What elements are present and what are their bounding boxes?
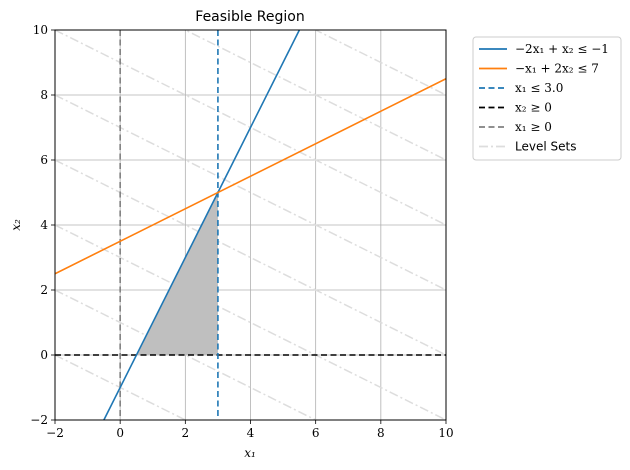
x-tick-label: 0 — [116, 426, 124, 440]
axis-ticks: −2 0 2 4 6 8 10 −2 0 2 4 6 8 10 — [30, 23, 453, 440]
y-axis-label: x₂ — [9, 219, 23, 231]
y-tick-label: 0 — [40, 348, 48, 362]
y-tick-label: 8 — [40, 88, 48, 102]
grid — [54, 29, 447, 421]
x-tick-label: 10 — [438, 426, 453, 440]
level-set-line — [183, 30, 446, 161]
legend-label: −2x₁ + x₂ ≤ −1 — [515, 42, 609, 56]
y-tick-label: 10 — [33, 23, 48, 37]
level-set-line — [55, 224, 446, 420]
y-tick-label: −2 — [30, 413, 48, 427]
legend-label: x₁ ≥ 0 — [515, 120, 552, 134]
x-axis-label: x₁ — [244, 446, 256, 460]
constraint-line — [103, 30, 301, 420]
legend: −2x₁ + x₂ ≤ −1 −x₁ + 2x₂ ≤ 7 x₁ ≤ 3.0 x₂ ≥ … — [472, 36, 622, 161]
level-set-line — [55, 289, 318, 420]
x-tick-label: −2 — [46, 426, 64, 440]
legend-box — [472, 36, 622, 161]
x-tick-label: 4 — [247, 426, 255, 440]
chart-title: Feasible Region — [195, 9, 304, 25]
y-tick-label: 6 — [40, 153, 48, 167]
x-tick-label: 8 — [377, 426, 385, 440]
legend-label: x₂ ≥ 0 — [515, 101, 552, 115]
x-tick-label: 6 — [312, 426, 320, 440]
legend-label: −x₁ + 2x₂ ≤ 7 — [515, 62, 599, 76]
legend-label: Level Sets — [515, 140, 576, 154]
level-set-line — [313, 30, 446, 96]
legend-label: x₁ ≤ 3.0 — [515, 81, 563, 95]
y-tick-label: 4 — [40, 218, 48, 232]
plot-area — [55, 30, 446, 420]
x-tick-label: 2 — [182, 426, 190, 440]
constraint-line — [55, 78, 446, 275]
y-tick-label: 2 — [40, 283, 48, 297]
